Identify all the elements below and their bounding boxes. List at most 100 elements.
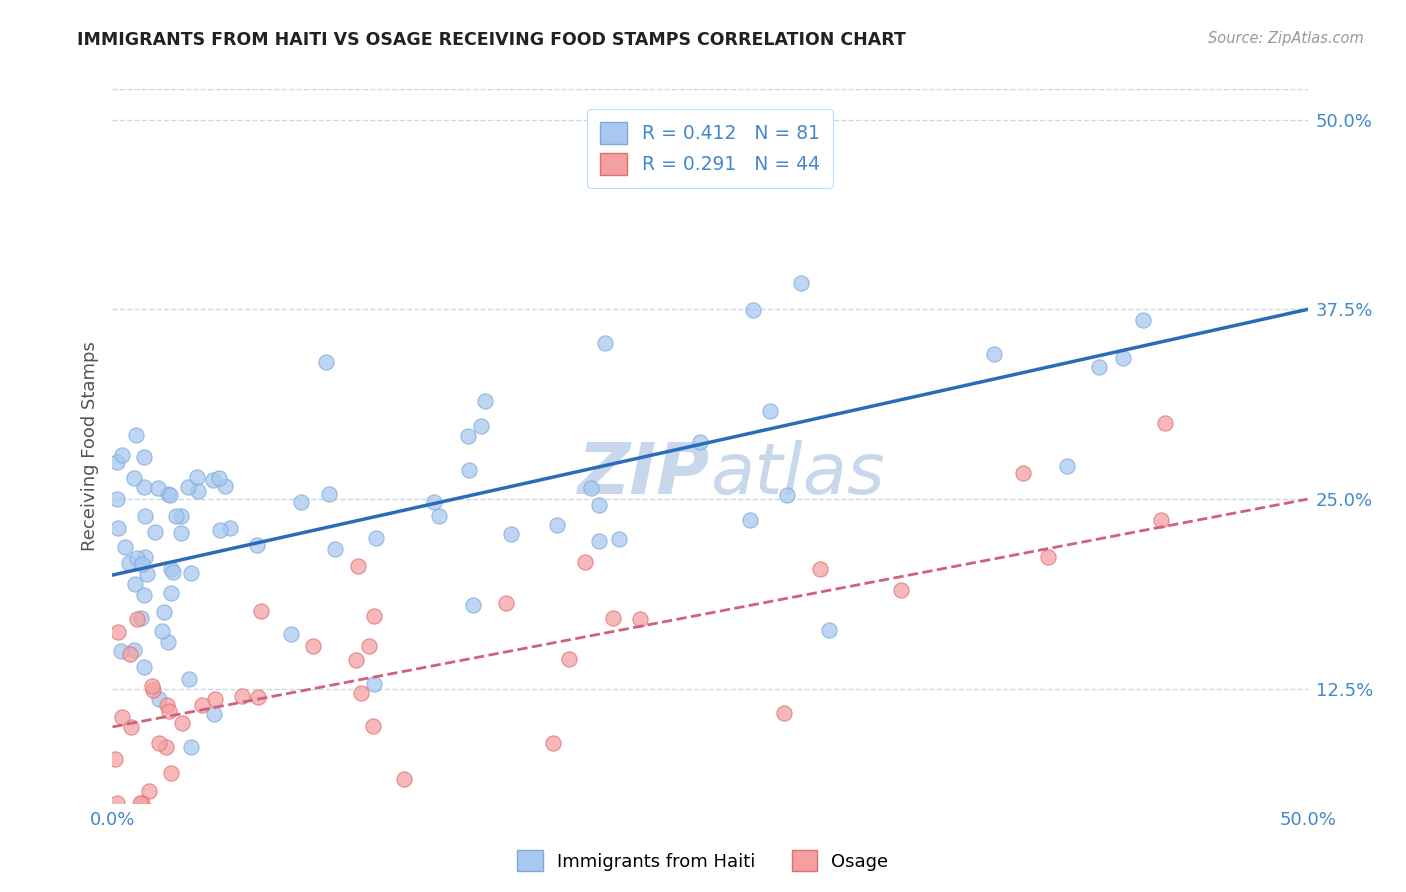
Point: [148, 692, 170, 706]
Point: [165, 509, 187, 524]
Point: [152, 606, 174, 620]
Point: [134, 660, 156, 674]
Point: [773, 706, 796, 721]
Point: [136, 567, 159, 582]
Point: [474, 394, 496, 409]
Point: [125, 551, 148, 566]
Point: [344, 653, 367, 667]
Point: [201, 473, 224, 487]
Point: [588, 498, 610, 512]
Point: [579, 481, 602, 495]
Point: [364, 531, 387, 545]
Point: [470, 418, 492, 433]
Point: [1038, 550, 1060, 565]
Point: [132, 588, 155, 602]
Point: [1087, 360, 1109, 375]
Point: [325, 542, 347, 557]
Point: [105, 492, 128, 507]
Point: [125, 612, 148, 626]
Point: [363, 677, 385, 691]
Point: [122, 643, 145, 657]
Point: [131, 796, 153, 810]
Point: [808, 562, 831, 576]
Point: [208, 471, 231, 485]
Point: [155, 740, 177, 755]
Point: [361, 719, 384, 733]
Point: [249, 604, 271, 618]
Point: [427, 509, 450, 524]
Point: [463, 598, 485, 612]
Point: [157, 487, 180, 501]
Point: [574, 556, 596, 570]
Point: [738, 513, 761, 527]
Point: [1012, 466, 1035, 480]
Point: [204, 691, 226, 706]
Point: [124, 471, 146, 485]
Point: [357, 639, 380, 653]
Point: [818, 624, 841, 638]
Point: [134, 480, 156, 494]
Point: [118, 556, 141, 570]
Point: [125, 427, 148, 442]
Point: [191, 698, 214, 713]
Point: [557, 651, 579, 665]
Point: [124, 577, 146, 591]
Point: [457, 428, 479, 442]
Text: atlas: atlas: [710, 440, 884, 509]
Point: [159, 488, 181, 502]
Y-axis label: Receiving Food Stamps: Receiving Food Stamps: [80, 341, 98, 551]
Point: [546, 518, 568, 533]
Point: [132, 450, 155, 464]
Point: [157, 704, 180, 718]
Legend: R = 0.412   N = 81, R = 0.291   N = 44: R = 0.412 N = 81, R = 0.291 N = 44: [588, 110, 832, 188]
Point: [214, 479, 236, 493]
Point: [110, 643, 132, 657]
Point: [1150, 513, 1173, 527]
Point: [105, 455, 128, 469]
Point: [138, 783, 160, 797]
Point: [588, 533, 610, 548]
Point: [145, 524, 167, 539]
Point: [247, 690, 270, 705]
Point: [1132, 313, 1154, 327]
Point: [180, 739, 202, 754]
Legend: Immigrants from Haiti, Osage: Immigrants from Haiti, Osage: [510, 843, 896, 879]
Point: [160, 561, 183, 575]
Point: [209, 523, 232, 537]
Point: [111, 710, 134, 724]
Point: [219, 521, 242, 535]
Text: Source: ZipAtlas.com: Source: ZipAtlas.com: [1208, 31, 1364, 46]
Point: [156, 635, 179, 649]
Point: [105, 796, 128, 810]
Point: [142, 683, 165, 698]
Point: [290, 495, 312, 509]
Point: [759, 404, 782, 418]
Point: [202, 707, 225, 722]
Text: IMMIGRANTS FROM HAITI VS OSAGE RECEIVING FOOD STAMPS CORRELATION CHART: IMMIGRANTS FROM HAITI VS OSAGE RECEIVING…: [77, 31, 907, 49]
Point: [160, 585, 183, 599]
Point: [363, 609, 385, 624]
Point: [104, 752, 127, 766]
Point: [177, 673, 200, 687]
Point: [107, 521, 129, 535]
Point: [148, 736, 170, 750]
Point: [156, 698, 179, 713]
Point: [121, 720, 143, 734]
Point: [423, 494, 446, 508]
Point: [983, 347, 1005, 361]
Point: [689, 435, 711, 450]
Point: [179, 566, 201, 580]
Point: [186, 469, 208, 483]
Point: [170, 525, 193, 540]
Point: [170, 508, 193, 523]
Point: [742, 303, 765, 318]
Point: [231, 690, 253, 704]
Point: [107, 624, 129, 639]
Point: [501, 527, 523, 541]
Point: [543, 736, 565, 750]
Point: [776, 488, 799, 502]
Point: [392, 772, 415, 787]
Point: [246, 538, 269, 552]
Point: [628, 612, 651, 626]
Point: [495, 596, 517, 610]
